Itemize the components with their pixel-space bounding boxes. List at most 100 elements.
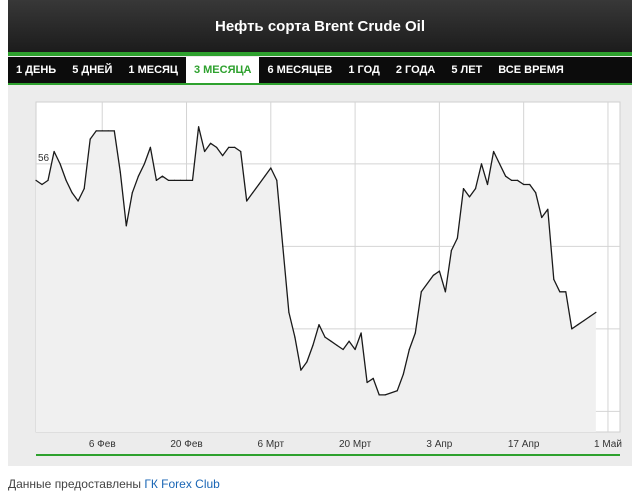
data-point bbox=[185, 179, 188, 181]
data-point bbox=[529, 183, 531, 186]
x-tick-label: 20 Фев bbox=[170, 439, 202, 450]
data-point bbox=[342, 348, 344, 351]
data-point bbox=[559, 291, 561, 293]
data-point bbox=[330, 340, 332, 342]
data-point bbox=[113, 130, 115, 132]
x-tick-label: 20 Мрт bbox=[339, 439, 372, 450]
x-tick-label: 6 Фев bbox=[89, 439, 116, 450]
data-point bbox=[228, 146, 230, 148]
data-point bbox=[204, 150, 206, 153]
credit-prefix: Данные предоставлены bbox=[8, 477, 145, 491]
data-point bbox=[396, 390, 398, 392]
data-point bbox=[493, 150, 495, 153]
data-point bbox=[360, 332, 362, 334]
data-point bbox=[282, 245, 284, 247]
data-point bbox=[583, 320, 585, 322]
data-point bbox=[149, 146, 151, 148]
data-point bbox=[222, 155, 224, 157]
data-point bbox=[77, 200, 79, 202]
data-point bbox=[541, 216, 543, 219]
data-point bbox=[408, 348, 410, 351]
data-point bbox=[420, 291, 422, 293]
data-point bbox=[414, 332, 416, 334]
y-tick-label: 56 bbox=[38, 153, 50, 164]
data-point bbox=[402, 373, 404, 375]
data-point bbox=[125, 225, 127, 227]
data-point bbox=[318, 324, 320, 326]
tab-7[interactable]: 5 ЛЕТ bbox=[451, 64, 483, 76]
tab-1[interactable]: 5 ДНЕЙ bbox=[72, 64, 113, 76]
data-point bbox=[288, 311, 290, 313]
data-point bbox=[535, 192, 537, 194]
data-point bbox=[565, 291, 567, 293]
data-point bbox=[517, 179, 519, 181]
data-point bbox=[71, 192, 73, 194]
data-point bbox=[210, 142, 212, 144]
data-point bbox=[119, 171, 121, 173]
data-point bbox=[348, 340, 350, 342]
data-point bbox=[378, 394, 380, 396]
data-point bbox=[523, 183, 525, 186]
series-line bbox=[35, 126, 597, 396]
data-point bbox=[191, 179, 194, 181]
data-credit: Данные предоставлены ГК Forex Club bbox=[8, 477, 220, 491]
data-point bbox=[35, 179, 37, 181]
tab-6[interactable]: 2 ГОДА bbox=[395, 64, 436, 76]
data-point bbox=[143, 163, 145, 165]
x-tick-label: 6 Мрт bbox=[258, 439, 285, 450]
data-point bbox=[258, 183, 260, 186]
data-point bbox=[480, 163, 483, 165]
data-point bbox=[366, 381, 368, 384]
data-point bbox=[432, 274, 434, 276]
data-point bbox=[589, 315, 591, 318]
series-area bbox=[36, 126, 596, 433]
data-point bbox=[474, 188, 477, 190]
data-point bbox=[276, 179, 278, 181]
data-point bbox=[53, 150, 55, 153]
data-point bbox=[95, 130, 97, 132]
data-point bbox=[438, 270, 440, 272]
data-point bbox=[384, 394, 386, 396]
data-point bbox=[131, 192, 133, 194]
tab-3[interactable]: 3 МЕСЯЦА bbox=[185, 57, 260, 83]
data-point bbox=[486, 183, 489, 186]
data-point bbox=[47, 179, 49, 181]
data-point bbox=[462, 188, 465, 190]
data-point bbox=[450, 249, 452, 252]
x-tick-label: 3 Апр bbox=[426, 439, 452, 450]
data-point bbox=[294, 336, 296, 338]
forex-club-link[interactable]: ГК Forex Club bbox=[144, 477, 220, 491]
data-point bbox=[456, 237, 458, 239]
data-point bbox=[306, 361, 308, 363]
x-tick-label: 1 Май bbox=[594, 439, 622, 450]
data-point bbox=[444, 291, 446, 293]
tab-5[interactable]: 1 ГОД bbox=[348, 64, 380, 76]
data-point bbox=[89, 138, 91, 140]
data-point bbox=[167, 179, 170, 181]
tab-8[interactable]: ВСЕ ВРЕМЯ bbox=[498, 64, 564, 76]
data-point bbox=[246, 200, 248, 202]
data-point bbox=[41, 183, 43, 186]
data-point bbox=[137, 175, 139, 177]
data-point bbox=[324, 336, 326, 338]
data-point bbox=[547, 208, 549, 210]
data-point bbox=[173, 179, 176, 181]
data-point bbox=[372, 377, 374, 379]
data-point bbox=[300, 369, 302, 371]
data-point bbox=[264, 175, 266, 177]
data-point bbox=[65, 179, 67, 181]
tab-2[interactable]: 1 МЕСЯЦ bbox=[128, 64, 178, 76]
data-point bbox=[577, 324, 579, 326]
data-point bbox=[354, 348, 356, 351]
tab-4[interactable]: 6 МЕСЯЦЕВ bbox=[267, 64, 333, 76]
bottom-accent bbox=[36, 454, 620, 456]
data-point bbox=[155, 179, 157, 181]
data-point bbox=[505, 175, 507, 177]
data-point bbox=[198, 126, 200, 128]
data-point bbox=[270, 167, 272, 169]
tab-0[interactable]: 1 ДЕНЬ bbox=[16, 64, 57, 76]
data-point bbox=[312, 344, 314, 346]
data-point bbox=[240, 150, 242, 153]
data-point bbox=[511, 179, 513, 181]
